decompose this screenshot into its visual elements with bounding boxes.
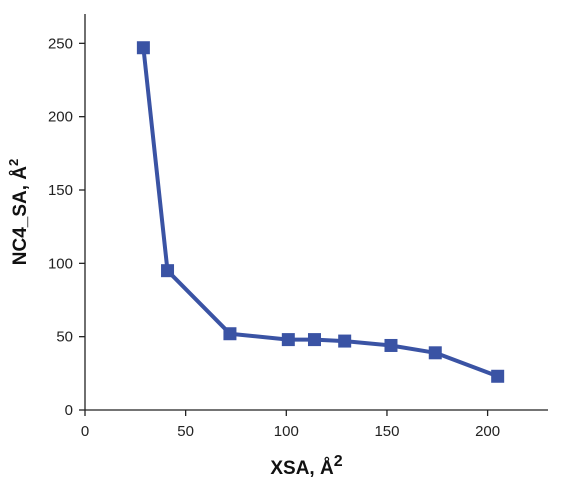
data-point xyxy=(136,41,150,55)
y-tick-label: 0 xyxy=(65,402,73,419)
data-point xyxy=(307,333,321,347)
y-axis-title: NC4_SA, Å2 xyxy=(6,159,31,265)
data-point xyxy=(338,334,352,348)
data-point xyxy=(384,338,398,352)
y-tick-label: 50 xyxy=(56,329,73,346)
x-tick-label: 200 xyxy=(475,423,500,440)
y-tick-label: 200 xyxy=(48,109,73,126)
y-tick-label: 100 xyxy=(48,255,73,272)
series-layer xyxy=(136,41,505,383)
x-tick-label: 150 xyxy=(374,423,399,440)
data-point xyxy=(223,327,237,341)
x-tick-label: 0 xyxy=(81,423,89,440)
data-point xyxy=(428,346,442,360)
y-tick-label: 150 xyxy=(48,182,73,199)
data-point xyxy=(491,369,505,383)
axes: 0 50 100 150 200 0 50 100 150 200 250 xyxy=(48,14,548,440)
x-tick-label: 100 xyxy=(274,423,299,440)
y-tick-label: 250 xyxy=(48,35,73,52)
x-ticks: 0 50 100 150 200 xyxy=(81,410,500,440)
data-point xyxy=(161,264,175,278)
series-line xyxy=(141,47,499,379)
y-ticks: 0 50 100 150 200 250 xyxy=(48,35,85,419)
x-tick-label: 50 xyxy=(177,423,194,440)
data-point xyxy=(281,333,295,347)
x-axis-title: XSA, Å2 xyxy=(270,453,342,479)
